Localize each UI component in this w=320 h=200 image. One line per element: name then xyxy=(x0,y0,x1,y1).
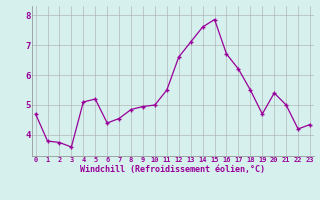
X-axis label: Windchill (Refroidissement éolien,°C): Windchill (Refroidissement éolien,°C) xyxy=(80,165,265,174)
